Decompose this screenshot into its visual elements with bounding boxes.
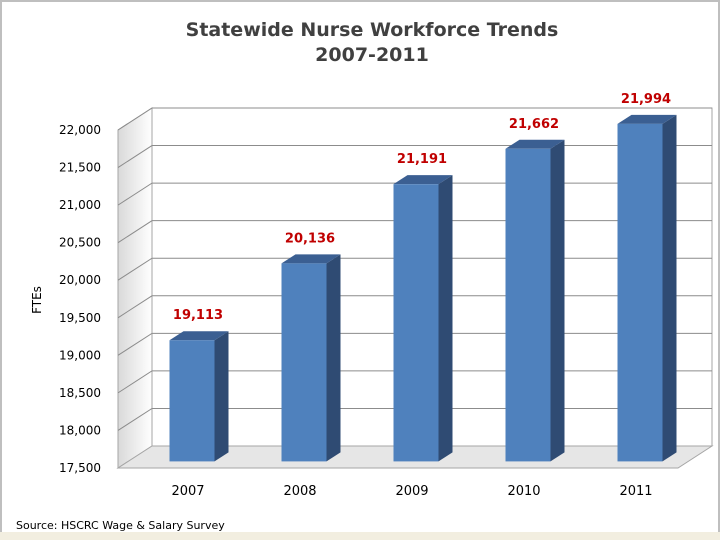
y-tick-label: 21,500 [59,161,101,175]
bar-top [617,114,677,124]
bar-front [505,148,551,462]
data-label: 21,662 [509,117,559,132]
y-tick-labels: 17,500 18,000 18,500 19,000 19,500 20,000 20,5… [59,123,101,475]
chart-title: Statewide Nurse Workforce Trends [186,19,559,41]
source-note: Source: HSCRC Wage & Salary Survey [16,519,225,532]
bar-front [169,340,215,462]
x-tick-label: 2011 [619,484,652,499]
x-tick-label: 2007 [171,484,204,499]
data-label: 20,136 [285,231,335,246]
x-tick-label: 2009 [395,484,428,499]
bar-top [505,139,565,149]
y-tick-label: 19,500 [59,311,101,325]
data-label: 19,113 [173,308,223,323]
bar-top [169,331,229,341]
y-tick-label: 22,000 [59,123,101,137]
bar-side [214,331,229,462]
bar [281,254,341,462]
bar-top [393,175,453,185]
y-axis-label: FTEs [30,286,44,314]
side-wall [117,107,153,469]
x-tick-label: 2008 [283,484,316,499]
data-label: 21,191 [397,152,447,167]
y-tick-label: 18,000 [59,423,101,437]
bar [393,175,453,462]
bar-side [550,139,565,462]
y-tick-label: 17,500 [59,461,101,475]
y-tick-label: 19,000 [59,348,101,362]
x-tick-labels: 2007 2008 2009 2010 2011 [171,484,652,499]
bar [169,331,229,462]
bar-side [438,175,453,462]
bar-front [617,123,663,462]
data-label: 21,994 [621,92,671,107]
bar-side [662,114,677,462]
bottom-band [0,532,720,540]
bar-front [281,263,327,462]
bar-side [326,254,341,462]
gridline [117,107,712,131]
bar [617,114,677,462]
y-tick-label: 18,500 [59,386,101,400]
x-tick-label: 2010 [507,484,540,499]
bars [169,114,677,462]
bar-top [281,254,341,264]
y-tick-label: 20,000 [59,273,101,287]
y-tick-label: 21,000 [59,198,101,212]
bar-front [393,184,439,462]
chart-subtitle: 2007-2011 [315,44,429,66]
data-labels: 19,113 20,136 21,191 21,662 21,994 [173,92,671,323]
y-tick-label: 20,500 [59,236,101,250]
bar [505,139,565,462]
